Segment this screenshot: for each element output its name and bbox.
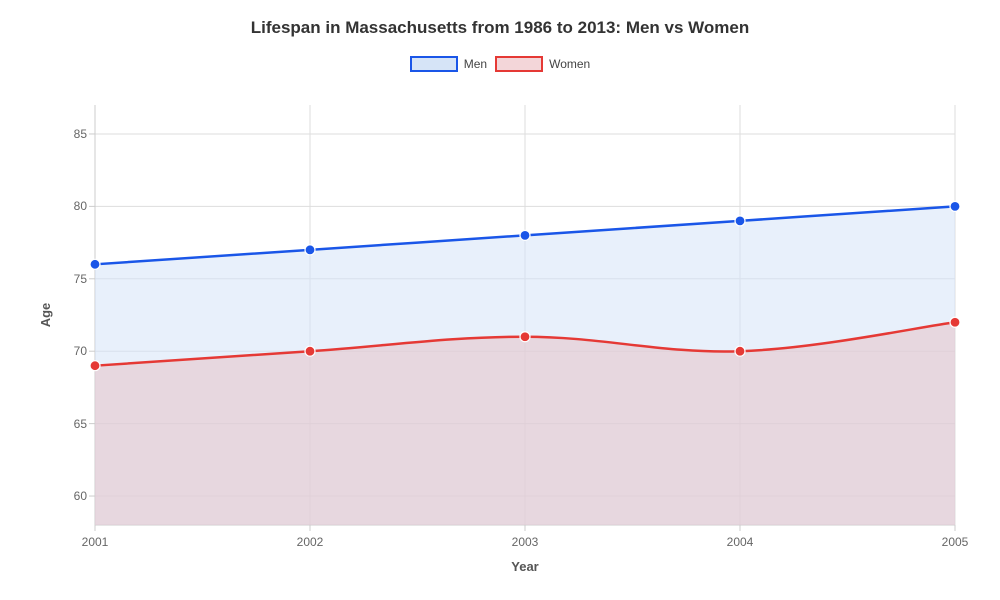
- legend: Men Women: [0, 56, 1000, 72]
- x-tick-label: 2002: [297, 535, 324, 549]
- x-tick-label: 2005: [942, 535, 969, 549]
- y-axis-label: Age: [38, 303, 53, 328]
- x-tick-label: 2001: [82, 535, 109, 549]
- chart-container: Lifespan in Massachusetts from 1986 to 2…: [0, 0, 1000, 600]
- x-tick-label: 2003: [512, 535, 539, 549]
- y-tick-label: 60: [65, 489, 87, 503]
- legend-swatch-men: [410, 56, 458, 72]
- legend-item-men: Men: [410, 56, 487, 72]
- x-tick-label: 2004: [727, 535, 754, 549]
- y-tick-label: 75: [65, 272, 87, 286]
- plot-area: [95, 105, 955, 525]
- chart-title: Lifespan in Massachusetts from 1986 to 2…: [0, 0, 1000, 38]
- y-tick-label: 70: [65, 344, 87, 358]
- legend-label-men: Men: [464, 57, 487, 71]
- y-tick-label: 65: [65, 417, 87, 431]
- legend-label-women: Women: [549, 57, 590, 71]
- legend-item-women: Women: [495, 56, 590, 72]
- y-tick-label: 85: [65, 127, 87, 141]
- legend-swatch-women: [495, 56, 543, 72]
- y-tick-label: 80: [65, 199, 87, 213]
- x-axis-label: Year: [511, 559, 538, 574]
